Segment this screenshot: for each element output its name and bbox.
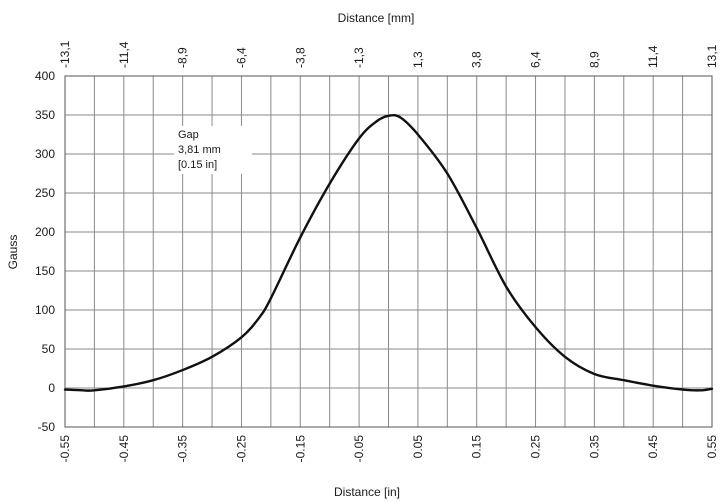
annotation-gap-label: Gap <box>178 129 199 141</box>
top-axis-title: Distance [mm] <box>338 11 415 25</box>
x-tick-label: 0.25 <box>529 435 543 459</box>
x-tick-label: -0.05 <box>352 435 366 463</box>
grid <box>65 76 712 427</box>
top-tick-label: -1,3 <box>352 47 366 68</box>
x-tick-label: -0.25 <box>234 435 248 463</box>
y-tick-label: 100 <box>35 303 55 317</box>
top-tick-label: 13,1 <box>705 44 719 68</box>
top-tick-label: -6,4 <box>234 47 248 68</box>
gauss-curve-line <box>63 113 714 392</box>
x-tick-label: -0.35 <box>176 435 190 463</box>
y-tick-labels: 400 350 300 250 200 150 100 50 0 -50 <box>35 69 55 434</box>
x-tick-label: 0.55 <box>705 435 719 459</box>
annotation-gap-in: [0.15 in] <box>178 159 217 171</box>
x-tick-label: 0.35 <box>587 435 601 459</box>
y-axis-title: Gauss <box>6 235 20 270</box>
x-tick-label: 0.45 <box>646 435 660 459</box>
plot-frame <box>64 75 713 428</box>
y-tick-label: 300 <box>35 147 55 161</box>
x-axis-title: Distance [in] <box>334 485 400 499</box>
y-tick-label: 400 <box>35 69 55 83</box>
y-tick-label: 0 <box>48 381 55 395</box>
y-tick-label: -50 <box>38 420 56 434</box>
x-tick-label: -0.15 <box>293 435 307 463</box>
annotation-background <box>174 126 252 174</box>
y-tick-label: 250 <box>35 186 55 200</box>
top-tick-labels: -13,1 -11,4 -8,9 -6,4 -3,8 -1,3 1,3 3,8 6,4 8,9 11… <box>58 40 719 68</box>
top-tick-label: 6,4 <box>529 51 543 68</box>
annotation-gap-mm: 3,81 mm <box>178 144 221 156</box>
y-tick-label: 50 <box>42 342 56 356</box>
top-tick-label: 1,3 <box>411 51 425 68</box>
x-tick-label: 0.05 <box>411 435 425 459</box>
x-tick-labels: -0.55 -0.45 -0.35 -0.25 -0.15 -0.05 0.05 0.15 0.… <box>58 435 719 463</box>
y-tick-label: 350 <box>35 108 55 122</box>
x-tick-label: -0.45 <box>117 435 131 463</box>
top-tick-label: 8,9 <box>587 51 601 68</box>
top-tick-label: 11,4 <box>646 45 660 68</box>
y-tick-label: 150 <box>35 264 55 278</box>
x-tick-label: 0.15 <box>470 435 484 459</box>
top-tick-label: -8,9 <box>176 47 190 68</box>
top-tick-label: -3,8 <box>293 47 307 68</box>
y-tick-label: 200 <box>35 225 55 239</box>
top-tick-label: -11,4 <box>117 41 131 68</box>
top-tick-label: -13,1 <box>58 40 72 68</box>
x-tick-label: -0.55 <box>58 435 72 463</box>
top-tick-label: 3,8 <box>470 51 484 68</box>
